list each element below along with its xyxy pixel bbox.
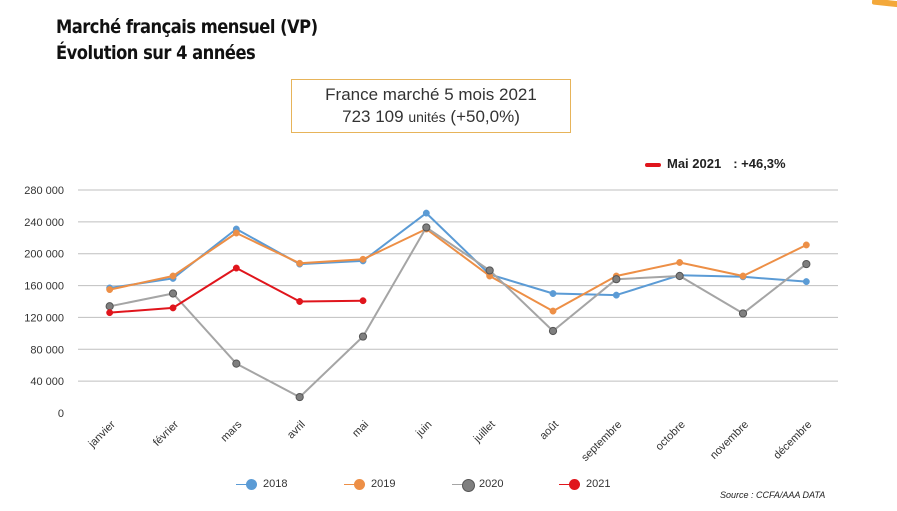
data-point-2019 xyxy=(549,307,557,315)
series-line-2019 xyxy=(109,228,807,313)
y-tick-label: 0 xyxy=(58,408,64,420)
data-point-2020 xyxy=(802,259,811,269)
x-tick-label: mars xyxy=(219,418,245,444)
data-point-2021 xyxy=(169,304,177,312)
x-tick-label: février xyxy=(151,418,181,448)
data-point-2020 xyxy=(422,223,431,232)
legend-marker-2020 xyxy=(462,478,475,492)
data-point-2020 xyxy=(105,302,114,311)
legend-label-2021: 2021 xyxy=(586,478,611,490)
x-tick-label: avril xyxy=(285,419,308,442)
y-tick-label: 40 000 xyxy=(30,376,64,388)
chart-legend: 2018 2019 2020 2021 xyxy=(0,478,897,494)
highlight-note: Mai 2021 : +46,3% xyxy=(645,156,786,171)
data-point-2020 xyxy=(738,309,748,318)
data-point-2021 xyxy=(232,264,240,272)
x-tick-label: juin xyxy=(413,419,434,440)
x-tick-label: juillet xyxy=(471,419,498,446)
legend-label-2018: 2018 xyxy=(263,478,288,490)
x-tick-label: novembre xyxy=(708,419,751,462)
data-point-2019 xyxy=(676,259,684,266)
x-tick-label: décembre xyxy=(771,419,814,462)
legend-label-2019: 2019 xyxy=(371,478,396,490)
data-point-2018 xyxy=(612,291,620,299)
legend-marker-2019 xyxy=(354,478,365,490)
data-point-2018 xyxy=(549,290,557,297)
data-point-2019 xyxy=(232,229,240,237)
y-tick-label: 280 000 xyxy=(24,185,64,197)
series-line-2018 xyxy=(109,212,807,297)
summary-value: 723 109 xyxy=(342,107,404,126)
summary-line-2: 723 109 unités (+50,0%) xyxy=(292,106,570,128)
legend-symbol-2019 xyxy=(344,478,365,490)
data-point-2019 xyxy=(802,241,810,249)
series-line-2020 xyxy=(109,226,807,399)
title-line-1: Marché français mensuel (VP) xyxy=(56,16,318,38)
legend-symbol-2021 xyxy=(559,478,580,490)
data-point-2018 xyxy=(802,278,810,286)
data-point-2021 xyxy=(359,297,367,305)
highlight-swatch xyxy=(645,162,661,167)
data-point-2021 xyxy=(296,298,304,305)
legend-symbol-2020 xyxy=(452,478,475,492)
market-summary-box: France marché 5 mois 2021 723 109 unités… xyxy=(291,79,571,133)
x-tick-label: mai xyxy=(350,419,371,440)
legend-marker-2021 xyxy=(569,478,580,490)
legend-item-2018: 2018 xyxy=(236,478,288,490)
y-tick-label: 200 000 xyxy=(24,249,64,261)
summary-unit: unités xyxy=(408,109,446,125)
data-point-2020 xyxy=(168,289,178,298)
data-point-2020 xyxy=(485,266,494,275)
x-tick-label: août xyxy=(537,419,561,443)
summary-change: (+50,0%) xyxy=(450,107,520,126)
title-line-2: Évolution sur 4 années xyxy=(56,42,256,64)
data-point-2020 xyxy=(548,326,558,336)
data-point-2019 xyxy=(169,272,177,280)
chart-title: Marché français mensuel (VP) Évolution s… xyxy=(56,14,318,66)
data-point-2019 xyxy=(106,286,114,294)
legend-item-2020: 2020 xyxy=(452,478,504,492)
legend-item-2019: 2019 xyxy=(344,478,396,490)
legend-marker-2018 xyxy=(246,478,257,490)
data-point-2020 xyxy=(232,359,241,368)
x-tick-label: octobre xyxy=(653,419,687,453)
data-point-2018 xyxy=(422,209,430,217)
y-tick-label: 240 000 xyxy=(24,217,64,229)
summary-line-1: France marché 5 mois 2021 xyxy=(325,85,537,104)
data-point-2020 xyxy=(358,332,368,341)
data-point-2019 xyxy=(739,272,747,280)
data-point-2019 xyxy=(296,259,304,267)
y-tick-label: 120 000 xyxy=(24,312,64,324)
highlight-value: : +46,3% xyxy=(733,156,786,171)
legend-label-2020: 2020 xyxy=(479,478,504,490)
data-point-2019 xyxy=(359,255,367,263)
data-point-2020 xyxy=(295,392,304,402)
highlight-label: Mai 2021 xyxy=(667,156,722,171)
data-point-2020 xyxy=(675,271,684,281)
legend-item-2021: 2021 xyxy=(559,478,611,490)
series-line-2021 xyxy=(109,267,364,314)
x-tick-label: janvier xyxy=(86,418,118,450)
y-tick-label: 160 000 xyxy=(24,281,64,293)
source-note: Source : CCFA/AAA DATA xyxy=(720,490,826,500)
data-point-2021 xyxy=(106,309,114,317)
x-tick-label: septembre xyxy=(579,419,624,464)
y-tick-label: 80 000 xyxy=(30,344,64,356)
data-point-2020 xyxy=(612,275,621,284)
legend-symbol-2018 xyxy=(236,478,257,490)
